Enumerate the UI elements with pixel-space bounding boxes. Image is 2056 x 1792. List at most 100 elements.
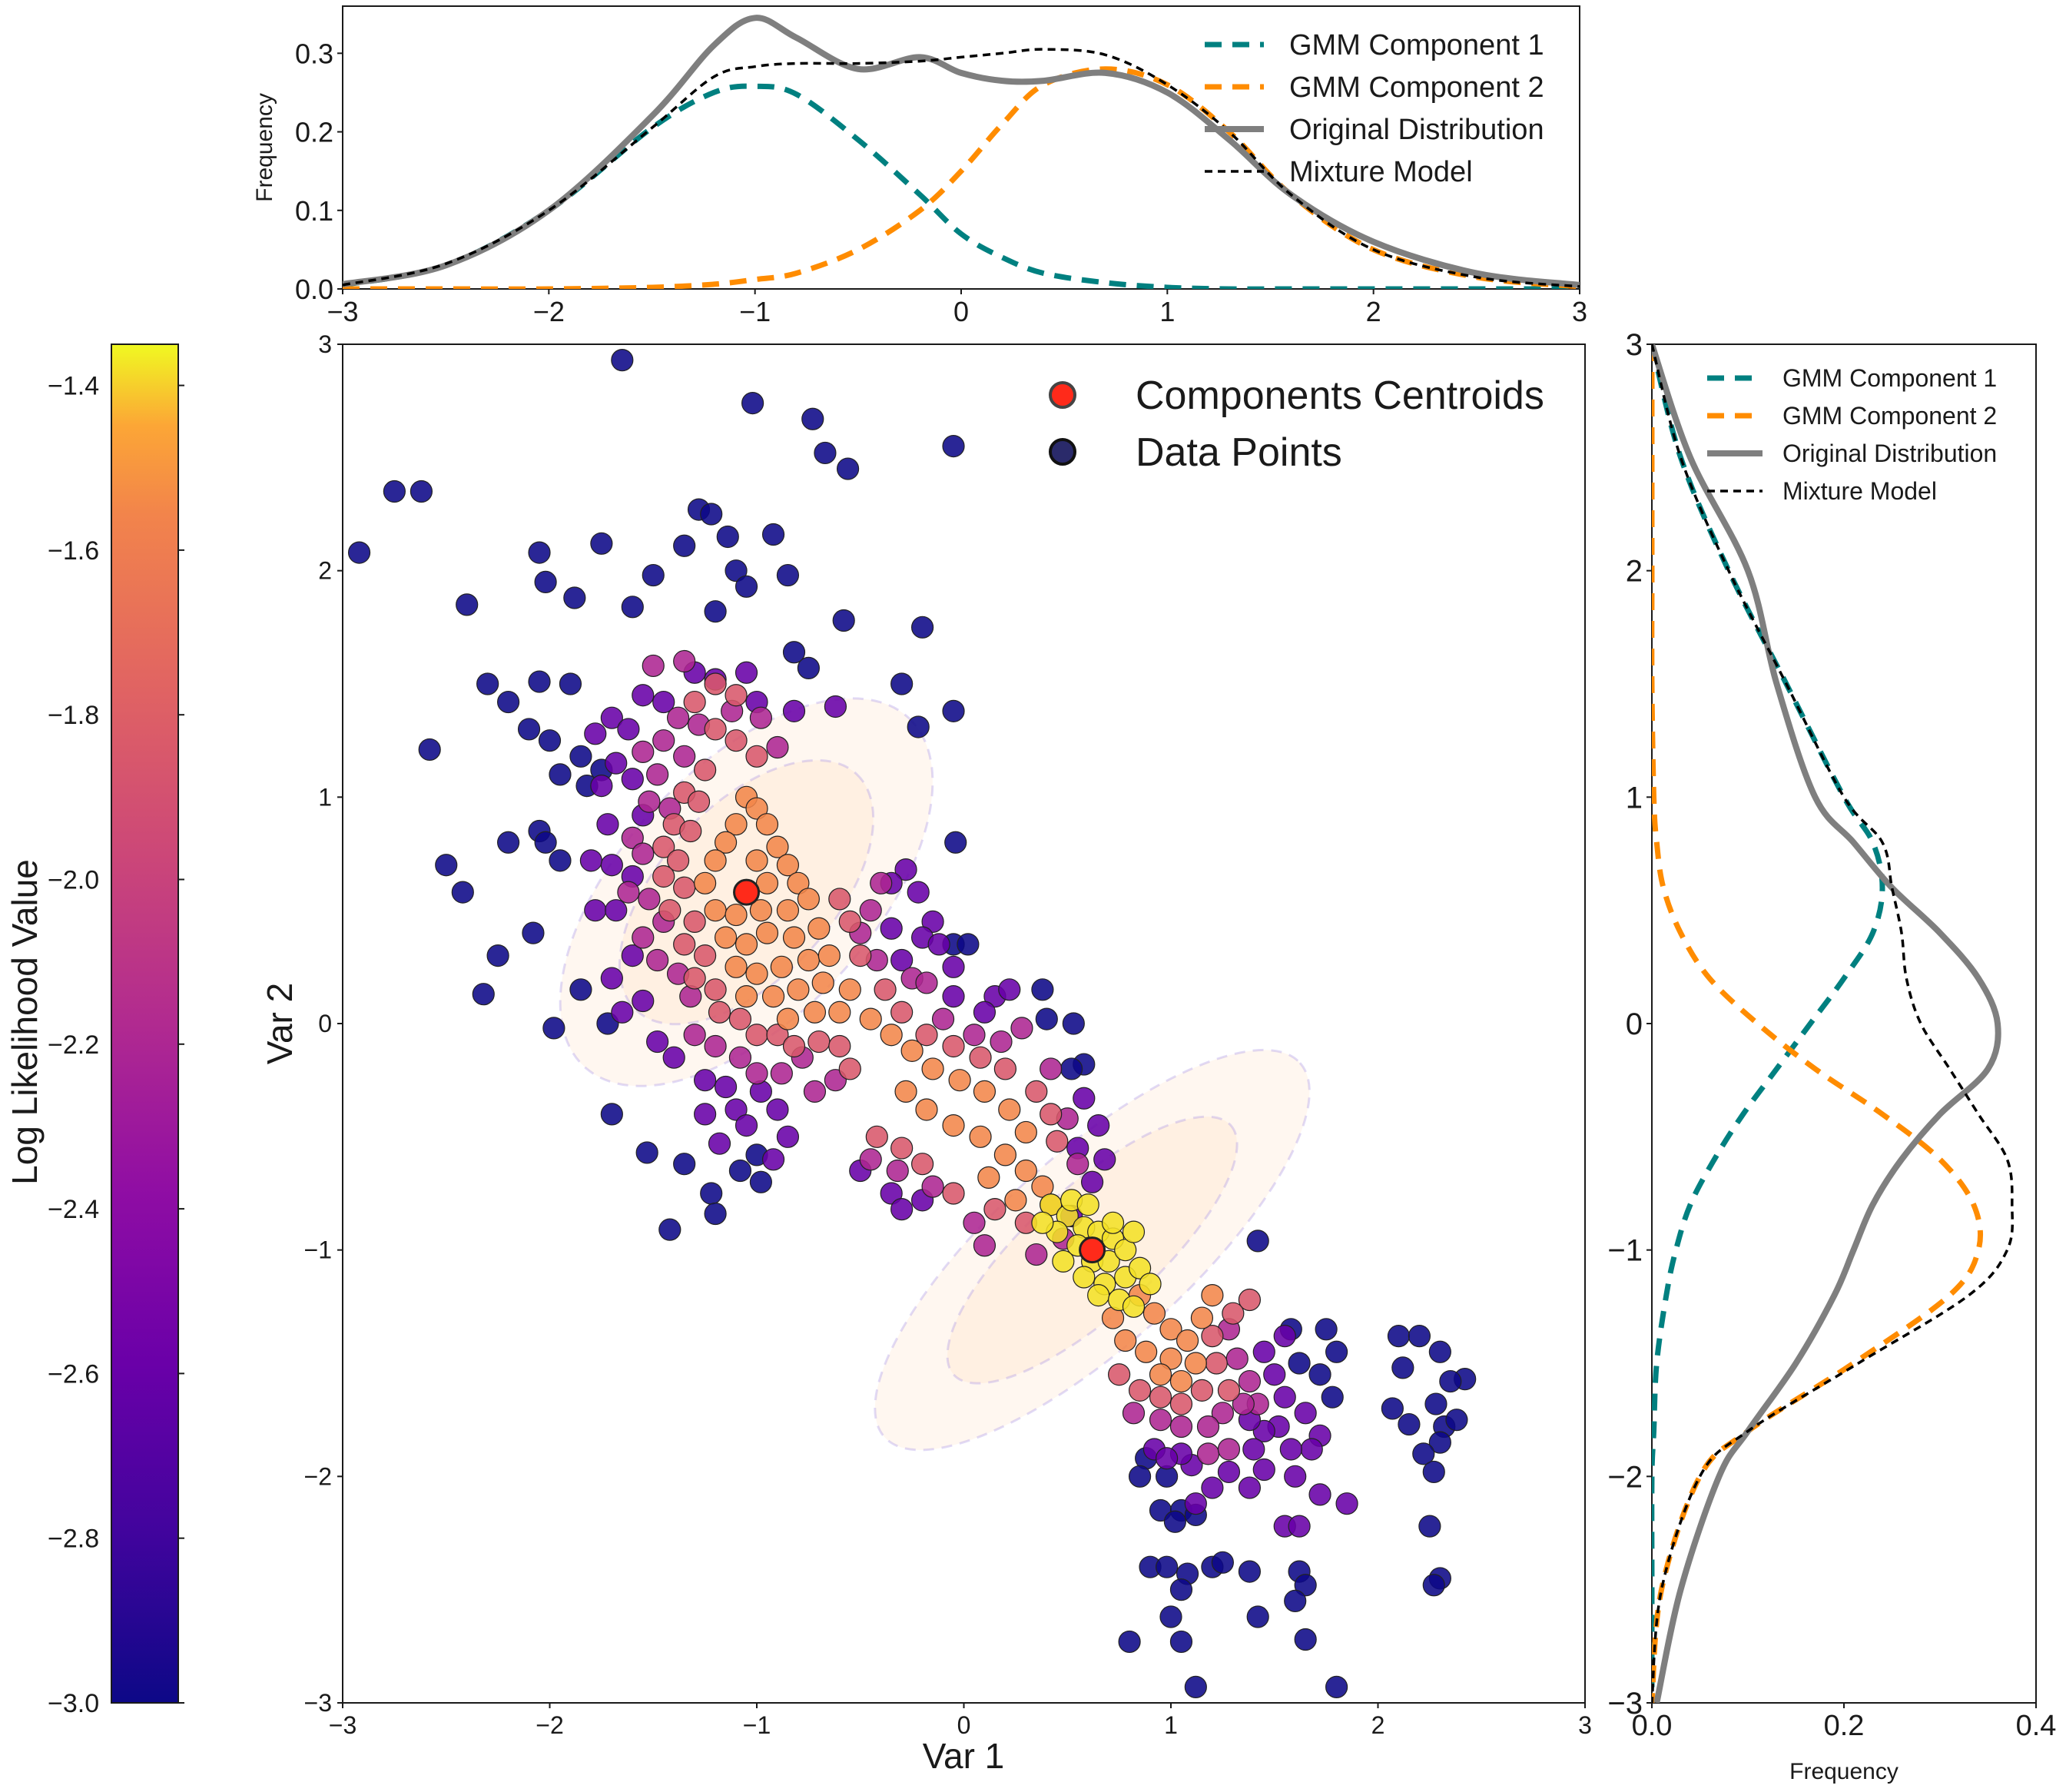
data-point (1159, 1605, 1182, 1628)
data-point (1031, 1211, 1054, 1234)
data-point (1149, 1409, 1172, 1432)
right-xtick-label: 0.2 (1824, 1710, 1865, 1742)
data-point (942, 1113, 965, 1137)
top-ytick-label: 0.1 (295, 195, 333, 227)
data-point (435, 854, 458, 877)
data-point (1149, 1385, 1172, 1409)
data-point (1398, 1412, 1421, 1436)
data-point (963, 1211, 986, 1234)
data-point (704, 978, 727, 1001)
data-point (600, 854, 623, 877)
data-point (1201, 1325, 1224, 1348)
data-point (725, 559, 748, 582)
data-point (605, 899, 628, 922)
data-point (770, 1062, 793, 1085)
data-point (814, 441, 837, 465)
data-point (1101, 1211, 1125, 1234)
data-point (700, 503, 723, 526)
data-point (745, 797, 768, 820)
data-point (921, 1057, 944, 1080)
data-point (683, 690, 706, 714)
data-point (880, 1024, 903, 1047)
data-point (1428, 1431, 1451, 1454)
main-legend: Components Centroids Data Points (1049, 373, 1544, 475)
data-point (973, 1080, 996, 1103)
data-point (755, 921, 779, 944)
data-point (673, 876, 696, 899)
top-legend-label: GMM Component 2 (1289, 71, 1544, 104)
data-point (642, 654, 665, 678)
data-point (957, 933, 980, 956)
data-point (472, 983, 495, 1006)
data-point (1232, 1392, 1255, 1415)
right-legend-label: Original Distribution (1782, 440, 1997, 467)
colorbar-tick-label: −2.8 (48, 1525, 99, 1554)
data-point (859, 1148, 882, 1171)
data-point (611, 349, 634, 372)
data-point (652, 835, 675, 858)
data-point (770, 955, 793, 978)
data-point (704, 672, 727, 695)
data-point (1196, 1415, 1220, 1439)
colorbar-tick-label: −3.0 (48, 1689, 99, 1718)
data-point (797, 948, 820, 972)
data-point (1217, 1460, 1241, 1484)
data-point (1325, 1340, 1348, 1363)
main-ytick-label: −1 (304, 1236, 332, 1264)
data-point (728, 1046, 752, 1069)
data-point (569, 978, 592, 1001)
data-point (666, 849, 690, 872)
data-point (1300, 1438, 1323, 1461)
data-point (584, 899, 607, 922)
data-point (1076, 1193, 1099, 1216)
data-point (1252, 1340, 1275, 1363)
data-point (704, 899, 727, 922)
data-point (1381, 1397, 1404, 1420)
data-point (1424, 1392, 1447, 1415)
data-point (894, 1080, 917, 1103)
data-point (1190, 1379, 1214, 1402)
data-point (1139, 1273, 1162, 1296)
data-point (915, 1024, 938, 1047)
data-point (1135, 1340, 1158, 1363)
data-point (828, 1034, 851, 1058)
data-point (714, 1075, 738, 1099)
colorbar-gradient (111, 343, 179, 1704)
data-point (993, 1143, 1017, 1166)
legend-centroid-label: Components Centroids (1136, 373, 1544, 418)
data-point (1238, 1369, 1262, 1393)
data-point (745, 962, 768, 985)
data-point (1315, 1318, 1338, 1341)
data-point (534, 831, 557, 854)
data-point (1288, 1352, 1311, 1375)
data-point (694, 871, 717, 894)
data-point (735, 575, 758, 598)
top-xtick-label: 2 (1366, 296, 1381, 327)
data-point (1142, 1302, 1166, 1325)
data-point (1408, 1325, 1431, 1348)
right-marginal-plot: 0.0 0.2 0.4 −3 −2 −1 0 1 2 3 Frequency GMM Compon… (1607, 328, 2056, 1784)
data-point (1273, 1325, 1296, 1348)
data-points (347, 349, 1477, 1698)
data-point (776, 1125, 800, 1148)
data-point (838, 1057, 861, 1080)
data-point (927, 933, 950, 956)
data-point (1073, 1266, 1096, 1289)
data-point (646, 1030, 669, 1054)
data-point (921, 1175, 944, 1198)
right-legend-label: Mixture Model (1782, 477, 1937, 505)
data-point (1169, 1415, 1193, 1439)
data-point (915, 971, 938, 994)
data-point (776, 854, 800, 877)
colorbar-label: Log Likelihood Value (5, 859, 45, 1185)
data-point (559, 672, 582, 695)
data-point (410, 480, 433, 503)
data-point (1325, 1675, 1348, 1698)
data-point (728, 1007, 752, 1030)
data-point (600, 706, 623, 729)
data-point (1052, 1249, 1075, 1273)
data-point (704, 600, 727, 623)
data-point (865, 1125, 888, 1148)
data-point (969, 1125, 992, 1148)
data-point (874, 978, 897, 1001)
